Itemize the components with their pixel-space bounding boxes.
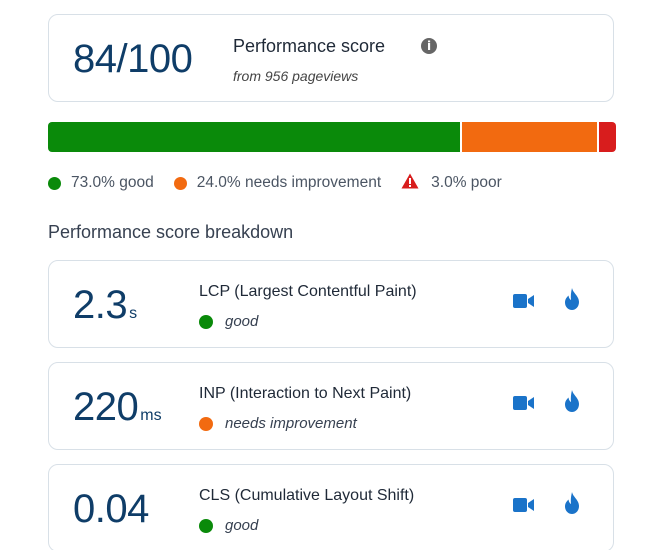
distribution-segment-poor [597,122,616,152]
distribution-segment-good [48,122,460,152]
metric-status-label: good [225,313,259,330]
pageviews-subtitle: from 956 pageviews [233,68,359,84]
metric-card-cls: 0.04 CLS (Cumulative Layout Shift) good [48,464,614,550]
metric-status: needs improvement [199,415,357,432]
status-dot-icon [199,314,213,329]
metric-name: CLS (Cumulative Layout Shift) [199,487,415,504]
metric-unit: s [129,305,138,322]
good-dot-icon [48,176,61,190]
metric-value: 220 ms [73,385,162,430]
performance-score-value: 84/100 [73,37,193,81]
status-dot-icon [199,518,213,533]
flame-icon[interactable] [563,491,581,520]
metric-card-inp: 220 ms INP (Interaction to Next Paint) ne… [48,362,614,450]
legend-item-good: 73.0% good [48,174,154,192]
video-camera-icon[interactable] [513,293,535,314]
legend-needs-improvement-label: 24.0% needs improvement [196,174,382,191]
distribution-legend: 73.0% good 24.0% needs improvement 3.0% … [48,172,502,194]
info-icon[interactable]: i [421,38,437,54]
metric-number: 220 [73,385,139,429]
metric-status-label: good [225,517,259,534]
metric-value: 0.04 [73,487,151,532]
legend-item-needs-improvement: 24.0% needs improvement [173,174,382,192]
distribution-segment-needs-improvement [459,122,598,152]
legend-good-label: 73.0% good [71,174,154,191]
legend-item-poor: 3.0% poor [401,173,502,194]
performance-score-title: Performance score [233,36,386,56]
metric-number: 0.04 [73,487,149,531]
metric-name: INP (Interaction to Next Paint) [199,385,412,402]
flame-icon[interactable] [563,389,581,418]
score-distribution-bar [48,122,616,152]
metric-card-lcp: 2.3 s LCP (Largest Contentful Paint) good [48,260,614,348]
breakdown-heading: Performance score breakdown [48,222,294,242]
metric-status-label: needs improvement [225,415,357,432]
video-camera-icon[interactable] [513,395,535,416]
legend-poor-label: 3.0% poor [431,174,502,191]
status-dot-icon [199,416,213,431]
video-camera-icon[interactable] [513,497,535,518]
metric-number: 2.3 [73,283,128,327]
metric-status: good [199,517,258,534]
metric-name: LCP (Largest Contentful Paint) [199,283,417,300]
metric-status: good [199,313,258,330]
needs-improvement-dot-icon [173,176,187,190]
warning-triangle-icon [401,173,419,194]
metric-unit: ms [140,407,162,424]
metric-value: 2.3 s [73,283,137,328]
performance-score-card: 84/100 Performance score i from 956 page… [48,14,614,102]
flame-icon[interactable] [563,287,581,316]
